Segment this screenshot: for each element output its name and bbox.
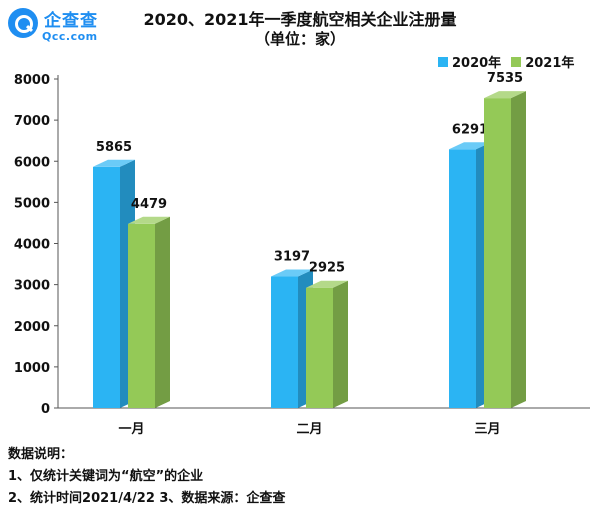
bar-2020年-一月 — [93, 166, 120, 408]
bar-2021年-二月 — [306, 287, 333, 408]
value-label-2020年-二月: 3197 — [274, 250, 310, 265]
category-label-三月: 三月 — [474, 422, 500, 437]
value-label-2020年-一月: 5865 — [96, 140, 132, 155]
legend: 2020年 2021年 — [438, 52, 574, 71]
bar-2021年-三月 — [484, 98, 511, 409]
y-tick-label-2000: 2000 — [14, 320, 50, 335]
chart-subtitle: （单位：家） — [254, 30, 345, 48]
bar-top-2020年-一月 — [93, 159, 135, 167]
bar-top-2021年-一月 — [128, 216, 170, 224]
chart-title: 2020、2021年一季度航空相关企业注册量 — [143, 10, 457, 29]
value-label-2021年-二月: 2925 — [309, 261, 345, 276]
magnifier-logo-icon — [8, 8, 38, 38]
category-label-一月: 一月 — [118, 422, 144, 437]
y-tick-label-8000: 8000 — [14, 73, 50, 88]
bar-top-2021年-三月 — [484, 91, 526, 99]
bar-top-2020年-二月 — [271, 269, 313, 277]
legend-swatch-2020 — [438, 56, 448, 67]
bar-2021年-一月 — [128, 223, 155, 408]
logo-name: 企查查 — [44, 11, 98, 31]
legend-swatch-2021 — [511, 56, 522, 67]
bar-side-2021年-一月 — [155, 216, 170, 408]
bar-side-2021年-三月 — [511, 91, 526, 409]
notes-line-1: 1、仅统计关键词为“航空”的企业 — [8, 469, 204, 484]
bar-top-2021年-二月 — [306, 280, 348, 288]
y-tick-label-7000: 7000 — [14, 114, 50, 129]
bar-side-2021年-二月 — [333, 280, 348, 408]
y-tick-label-1000: 1000 — [14, 361, 50, 376]
logo: 企查查 Qcc.com — [6, 4, 116, 50]
category-label-二月: 二月 — [296, 422, 322, 437]
value-label-2021年-一月: 4479 — [131, 197, 167, 212]
y-tick-label-6000: 6000 — [14, 155, 50, 170]
bar-top-2020年-三月 — [449, 142, 491, 150]
bar-2020年-二月 — [271, 276, 298, 408]
bar-chart: 0 1000 2000 3000 4000 5000 6000 7000 8000 5865 447… — [14, 71, 590, 437]
y-tick-label-0: 0 — [41, 402, 50, 417]
notes-heading: 数据说明： — [8, 447, 74, 462]
bar-2020年-三月 — [449, 149, 476, 408]
legend-label-2020: 2020年 — [452, 56, 502, 71]
legend-item-2021: 2021年 — [511, 52, 574, 71]
y-tick-label-5000: 5000 — [14, 196, 50, 211]
legend-label-2021: 2021年 — [525, 56, 575, 71]
y-tick-label-3000: 3000 — [14, 279, 50, 294]
data-notes: 数据说明： 1、仅统计关键词为“航空”的企业 2、统计时间2021/4/22 3… — [8, 444, 285, 510]
y-tick-label-4000: 4000 — [14, 238, 50, 253]
value-label-2020年-三月: 6291 — [452, 122, 488, 137]
value-label-2021年-三月: 7535 — [487, 71, 523, 86]
legend-item-2020: 2020年 — [438, 52, 501, 71]
logo-domain: Qcc.com — [42, 30, 98, 43]
notes-line-2: 2、统计时间2021/4/22 3、数据来源：企查查 — [8, 491, 286, 506]
